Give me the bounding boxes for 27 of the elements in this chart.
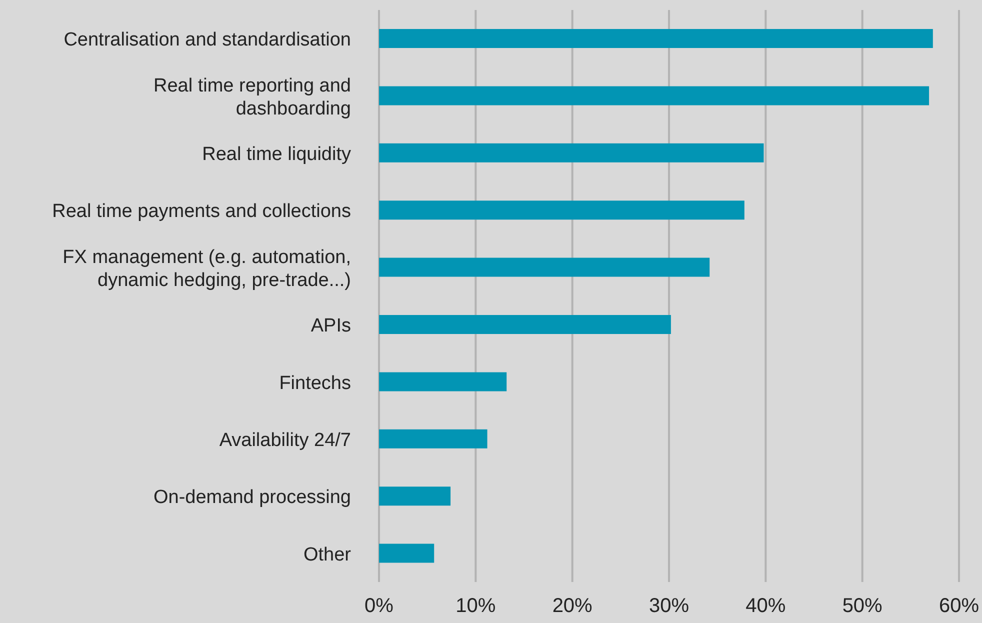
y-tick-label: FX management (e.g. automation, dynamic hedging, pre-trade...) [62, 246, 351, 291]
bar [379, 486, 451, 506]
y-tick-label: Availability 24/7 [219, 430, 351, 451]
x-tick-label: 20% [552, 595, 593, 618]
x-tick-label: 60% [938, 595, 980, 618]
y-tick-label: Real time liquidity [202, 144, 352, 165]
bar [379, 143, 764, 162]
y-tick-label: Centralisation and standardisation [64, 30, 351, 51]
y-tick-label: APIs [310, 316, 351, 337]
bar [379, 86, 930, 106]
x-tick-label: 0% [364, 595, 394, 618]
y-tick-label: Other [303, 544, 352, 566]
y-tick-label: Real time reporting and dashboarding [154, 75, 351, 120]
bar [379, 200, 744, 220]
bar [379, 544, 434, 563]
x-tick-label: 40% [746, 595, 786, 618]
x-tick-label: 50% [842, 595, 883, 618]
bar [379, 429, 488, 448]
y-tick-label: Fintechs [279, 372, 351, 394]
bar [379, 258, 710, 277]
y-tick-label: Real time payments and collections [52, 201, 351, 222]
bar [379, 372, 507, 392]
x-tick-label: 10% [456, 595, 496, 618]
y-tick-label: On-demand processing [154, 487, 351, 508]
bar [379, 315, 671, 334]
bar [379, 29, 933, 48]
x-tick-label: 30% [648, 595, 690, 618]
